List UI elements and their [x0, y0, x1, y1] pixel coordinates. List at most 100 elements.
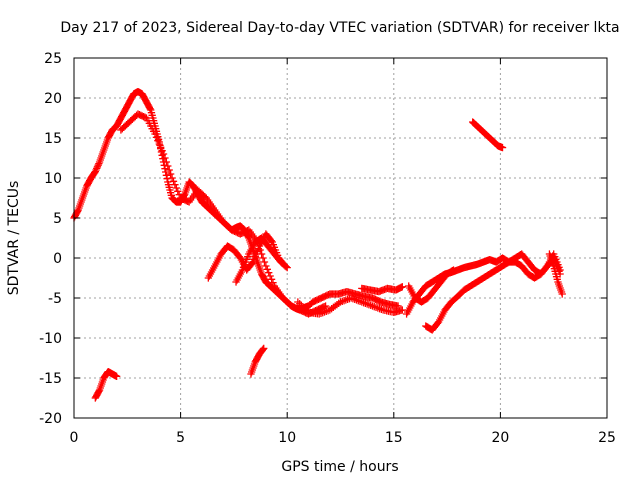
y-tick-label: 25 — [44, 51, 62, 67]
series-arc-night-lower — [294, 294, 406, 318]
x-axis-label: GPS time / hours — [281, 459, 398, 475]
data-point — [162, 158, 171, 166]
data-point — [174, 187, 182, 195]
series-arc-low-afternoon — [247, 344, 268, 378]
data-point — [253, 247, 262, 255]
data-point — [260, 258, 269, 266]
series-arc-second-branch — [232, 234, 291, 286]
x-tick-label: 5 — [176, 430, 185, 446]
tick-layer: 0 5 10 15 20 25 -20 -15 -10 -5 0 5 10 15 20 25 — [39, 51, 616, 446]
data-point — [282, 263, 290, 271]
series-arc-night-flat — [358, 283, 406, 296]
data-point — [268, 238, 276, 246]
data-point — [248, 259, 256, 267]
data-point — [554, 261, 562, 269]
series-arc-mid-afternoon — [204, 230, 289, 282]
data-point — [163, 175, 171, 183]
data-point — [240, 261, 249, 269]
data-point — [269, 241, 277, 249]
data-point — [112, 372, 121, 381]
data-point — [167, 170, 175, 178]
data-point — [398, 306, 406, 314]
y-tick-label: -10 — [39, 331, 62, 347]
data-point — [165, 166, 173, 174]
data-point — [553, 275, 561, 283]
y-tick-label: 15 — [44, 131, 62, 147]
y-tick-label: 5 — [53, 211, 62, 227]
data-point — [243, 255, 251, 263]
data-point — [265, 269, 273, 277]
y-tick-label: -15 — [39, 371, 62, 387]
series-arc-dawn-rise — [402, 254, 564, 318]
series-arc-main-inner — [117, 110, 330, 318]
data-point — [398, 283, 406, 291]
data-point — [266, 272, 274, 280]
x-tick-label: 10 — [278, 430, 296, 446]
data-point — [169, 177, 178, 185]
data-point — [283, 263, 291, 272]
data-point — [164, 181, 173, 189]
chart-title: Day 217 of 2023, Sidereal Day-to-day VTE… — [60, 20, 619, 36]
data-point — [550, 262, 558, 270]
data-point — [254, 245, 263, 253]
data-point — [551, 253, 559, 261]
data-point — [239, 263, 248, 271]
data-point — [552, 255, 560, 263]
data-point — [147, 106, 155, 114]
data-point — [250, 255, 258, 263]
data-point — [321, 302, 330, 310]
data-point — [159, 150, 168, 158]
series-arc-dawn-lower — [422, 250, 564, 334]
data-point — [552, 273, 561, 281]
y-tick-label: 20 — [44, 91, 62, 107]
data-point — [161, 165, 169, 173]
series-arc-low-early — [91, 367, 121, 402]
data-point — [498, 143, 507, 152]
series-arc-high-short — [469, 118, 507, 152]
data-point — [556, 266, 564, 274]
data-point — [555, 263, 563, 271]
data-point — [164, 162, 172, 170]
data-point — [146, 105, 154, 113]
data-point — [260, 344, 268, 353]
data-point — [552, 270, 560, 278]
data-point — [249, 258, 257, 266]
y-tick-label: -5 — [48, 291, 62, 307]
data-point — [148, 111, 156, 119]
data-point — [259, 254, 267, 262]
series-arc-late-drop — [545, 250, 566, 298]
data-point — [166, 186, 174, 194]
data-point — [448, 267, 457, 275]
data-point — [162, 171, 171, 179]
data-point — [161, 154, 169, 162]
data-point — [262, 262, 270, 270]
data-point — [164, 178, 172, 186]
data-point — [259, 345, 267, 353]
data-point — [252, 250, 260, 258]
x-tick-label: 0 — [70, 430, 79, 446]
data-point — [172, 184, 180, 192]
plot-frame — [73, 57, 608, 419]
data-point — [558, 290, 566, 298]
data-point — [550, 265, 559, 273]
data-point — [267, 237, 275, 245]
x-tick-label: 25 — [598, 430, 616, 446]
data-point — [241, 258, 250, 266]
data-point — [167, 189, 175, 197]
data-point — [149, 117, 158, 125]
data-point — [251, 253, 259, 261]
y-axis-label: SDTVAR / TECUs — [6, 181, 22, 296]
data-point — [149, 114, 157, 122]
data-point — [449, 266, 458, 274]
series-arc-dawn-short — [405, 266, 458, 306]
data-point — [551, 267, 559, 275]
data-layer — [70, 87, 566, 402]
grid-layer — [74, 58, 607, 418]
y-tick-label: 0 — [53, 251, 62, 267]
x-tick-label: 20 — [491, 430, 509, 446]
data-point — [263, 265, 271, 273]
y-tick-label: -20 — [39, 411, 62, 427]
data-point — [165, 183, 173, 191]
